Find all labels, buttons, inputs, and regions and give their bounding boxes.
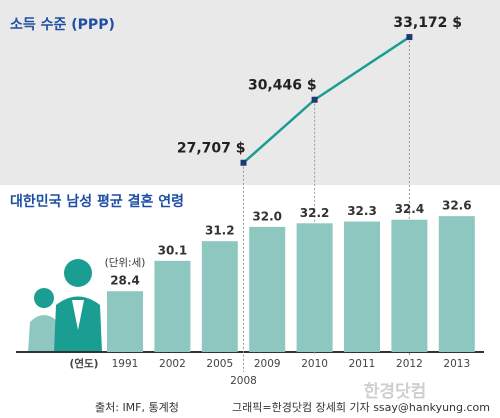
point-marker [240, 159, 247, 166]
bar-value-label: 32.6 [442, 199, 472, 213]
bar [249, 226, 286, 352]
x-tick-label: 2008 [230, 375, 257, 387]
x-tick-label: 1991 [112, 358, 139, 370]
x-tick-label: 2002 [159, 358, 186, 370]
bar-value-label: 31.2 [205, 224, 235, 238]
top-background [0, 0, 500, 185]
bar-value-label: 30.1 [158, 243, 188, 257]
bar-value-label: 32.3 [347, 204, 377, 218]
bar-value-label: 32.4 [395, 202, 425, 216]
x-tick-label: 2011 [349, 358, 376, 370]
bar-value-label: 32.2 [300, 206, 330, 220]
bar-value-label: 32.0 [252, 209, 282, 223]
bar-value-label: 28.4 [110, 274, 140, 288]
bar [391, 219, 428, 352]
point-value-label: 30,446 $ [248, 78, 317, 94]
x-tick-label: 2009 [254, 358, 281, 370]
x-tick-label: 2010 [301, 358, 328, 370]
bar-title: 대한민국 남성 평균 결혼 연령 [10, 193, 184, 210]
unit-note: (단위:세) [105, 256, 146, 269]
point-value-label: 27,707 $ [177, 141, 246, 157]
x-tick-label: 2013 [443, 358, 470, 370]
point-value-label: 33,172 $ [393, 15, 462, 31]
point-marker [406, 34, 413, 41]
line-title: 소득 수준 (PPP) [10, 17, 115, 33]
credit: 그래픽=한경닷컴 장세희 기자 ssay@hankyung.com [232, 401, 490, 414]
point-marker [311, 96, 318, 103]
x-tick-label: 2012 [396, 358, 423, 370]
couple-icon [28, 259, 102, 352]
watermark: 한경닷컴 [364, 381, 427, 402]
bar [201, 241, 238, 352]
bar [107, 291, 143, 352]
bar [154, 260, 191, 352]
x-tick-label: 2005 [206, 358, 233, 370]
bar [296, 223, 333, 352]
bar [438, 216, 475, 352]
source: 출처: IMF, 통계청 [95, 401, 179, 414]
x-axis-label: (연도) [70, 357, 99, 370]
bar [344, 221, 380, 352]
